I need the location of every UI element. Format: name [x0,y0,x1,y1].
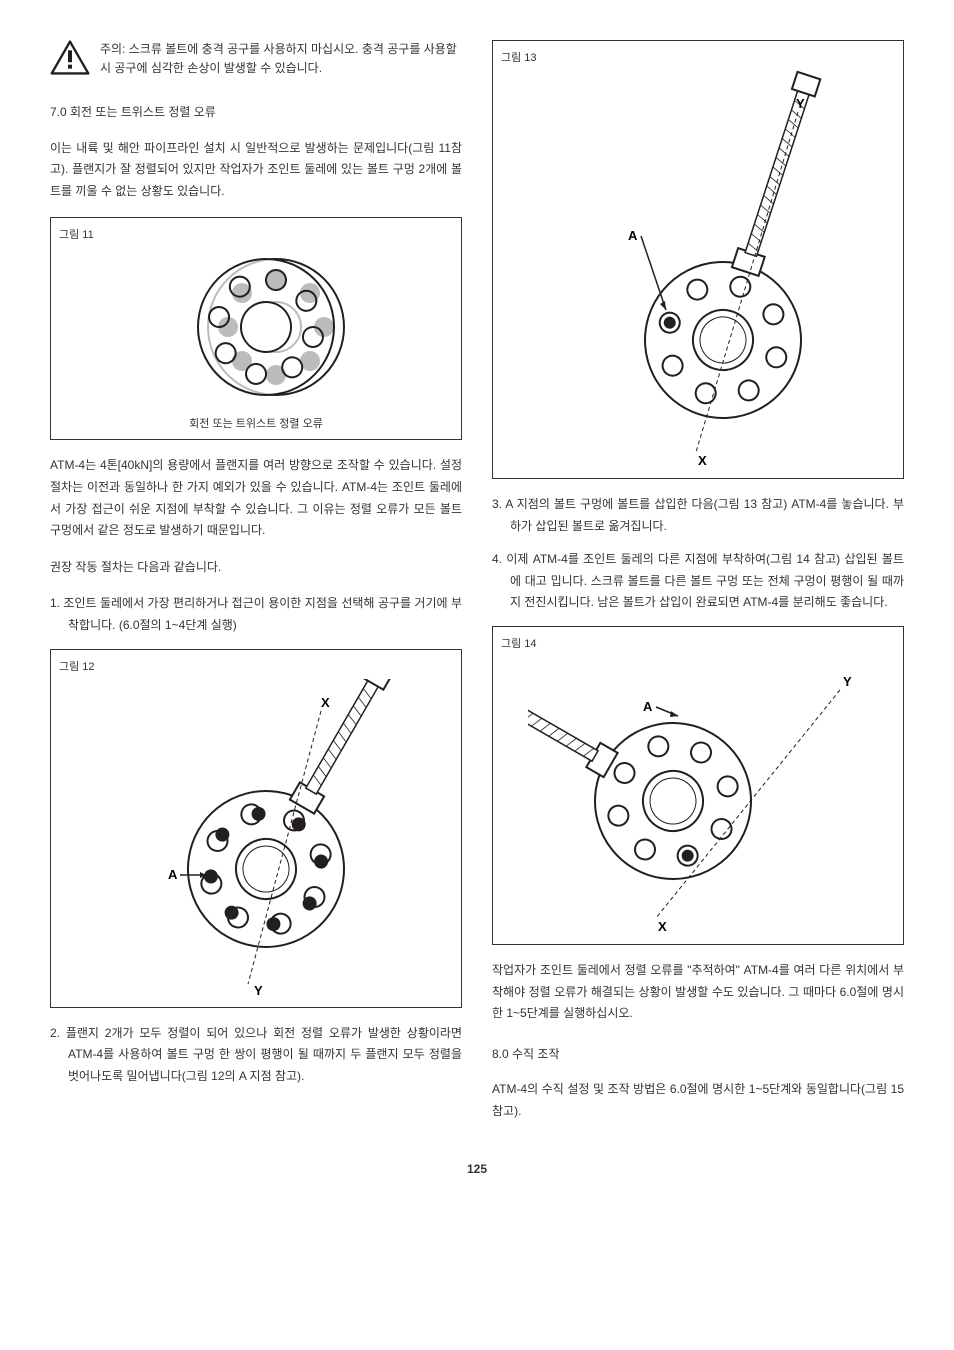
figure-13-axis-y: Y [796,96,805,111]
figure-12-label-a: A [168,867,178,882]
warning-text: 주의: 스크류 볼트에 충격 공구를 사용하지 마십시오. 충격 공구를 사용할… [100,40,462,78]
figure-11-label: 그림 11 [59,226,453,242]
section-7-para-1: 이는 내륙 및 해안 파이프라인 설치 시 일반적으로 발생하는 문제입니다(그… [50,138,462,203]
warning-block: 주의: 스크류 볼트에 충격 공구를 사용하지 마십시오. 충격 공구를 사용할… [50,40,462,78]
section-7-step-4: 4. 이제 ATM-4를 조인트 둘레의 다른 지점에 부착하여(그림 14 참… [492,549,904,614]
right-column: 그림 13 [492,40,904,1137]
figure-14-axis-x: X [658,919,667,934]
section-7-step-2: 2. 플랜지 2개가 모두 정렬이 되어 있으나 회전 정렬 오류가 발생한 상… [50,1023,462,1088]
figure-13-label-a: A [628,228,638,243]
figure-13-label: 그림 13 [501,49,895,65]
section-8-para-1: ATM-4의 수직 설정 및 조작 방법은 6.0절에 명시한 1~5단계와 동… [492,1079,904,1122]
section-7-para-2: ATM-4는 4톤[40kN]의 용량에서 플랜지를 여러 방향으로 조작할 수… [50,455,462,541]
figure-14-label: 그림 14 [501,635,895,651]
figure-12-axis-y: Y [254,983,263,998]
left-column: 주의: 스크류 볼트에 충격 공구를 사용하지 마십시오. 충격 공구를 사용할… [50,40,462,1137]
figure-12-axis-x: X [321,695,330,710]
section-7-step-3: 3. A 지점의 볼트 구멍에 볼트를 삽입한 다음(그림 13 참고) ATM… [492,494,904,537]
page-number: 125 [50,1162,904,1176]
figure-12-diagram: X Y A [96,679,416,999]
figure-13: 그림 13 [492,40,904,479]
figure-11-diagram [126,247,386,407]
section-8-heading: 8.0 수직 조작 [492,1045,904,1064]
section-7-para-4: 작업자가 조인트 둘레에서 정렬 오류를 "추적하여" ATM-4를 여러 다른… [492,960,904,1025]
figure-14: 그림 14 [492,626,904,945]
figure-14-label-a: A [643,699,653,714]
figure-13-axis-x: X [698,453,707,468]
section-7-step-1: 1. 조인트 둘레에서 가장 편리하거나 접근이 용이한 지점을 선택해 공구를… [50,593,462,636]
figure-11: 그림 11 [50,217,462,440]
section-7-para-3: 권장 작동 절차는 다음과 같습니다. [50,557,462,579]
figure-11-caption: 회전 또는 트위스트 정렬 오류 [59,415,453,431]
figure-14-diagram: Y X A [528,656,868,936]
figure-13-diagram: Y X A [538,70,858,470]
figure-12: 그림 12 [50,649,462,1008]
section-7-heading: 7.0 회전 또는 트위스트 정렬 오류 [50,103,462,122]
figure-14-axis-y: Y [843,674,852,689]
warning-triangle-icon [50,40,90,78]
figure-12-label: 그림 12 [59,658,453,674]
